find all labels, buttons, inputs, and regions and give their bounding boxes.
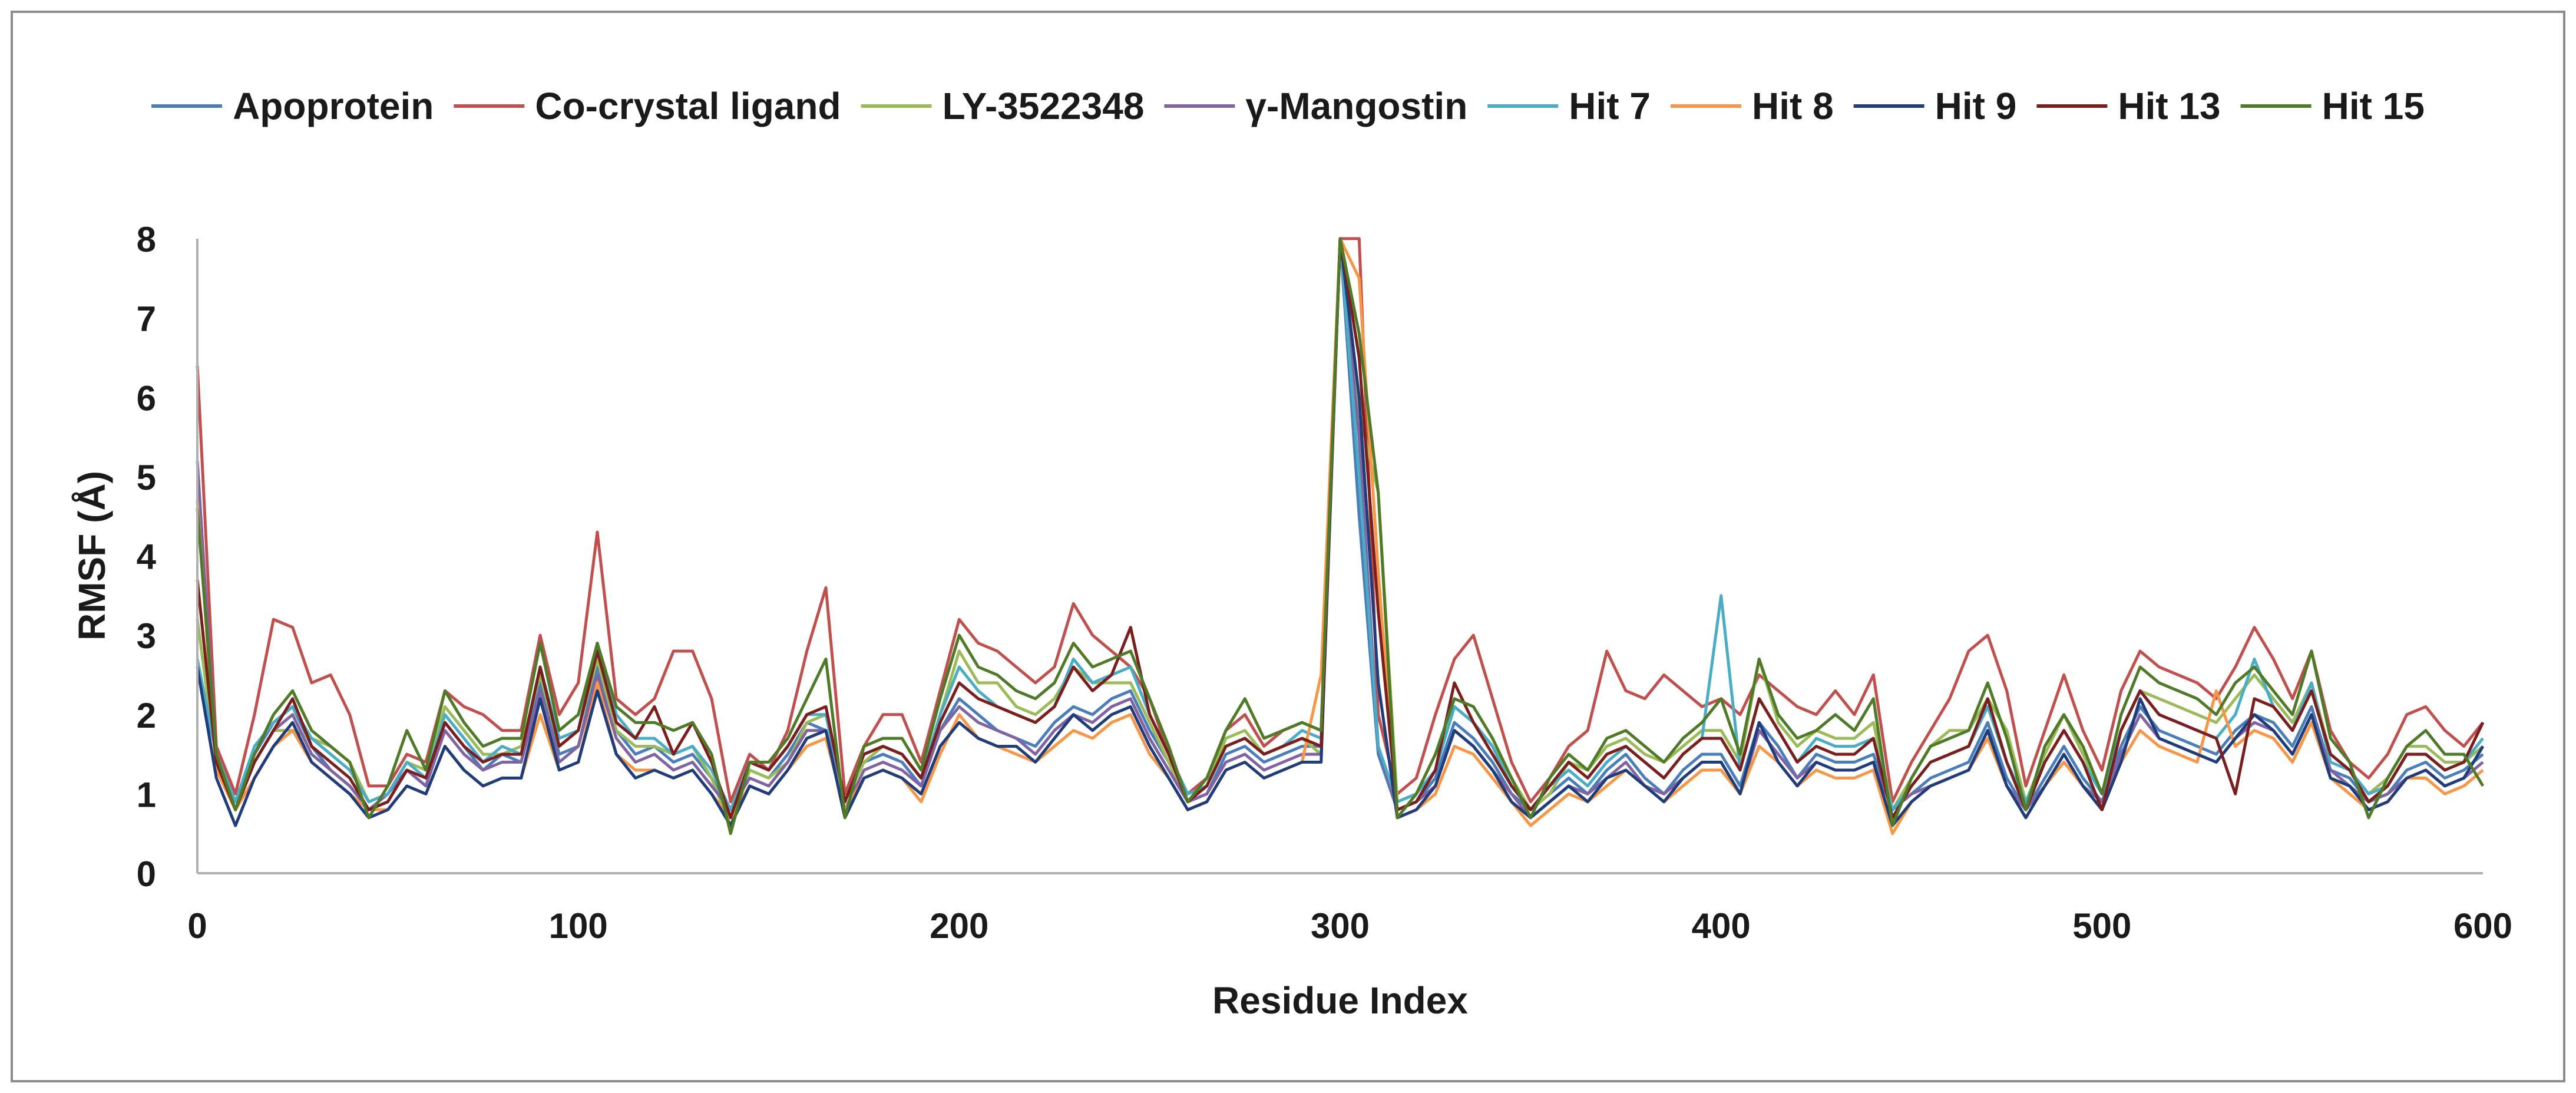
axes xyxy=(196,239,2483,874)
y-tick-label-7: 7 xyxy=(137,299,156,339)
legend-label-co-crystal-ligand: Co-crystal ligand xyxy=(535,85,841,127)
y-tick-label-1: 1 xyxy=(137,775,156,814)
x-tick-label-400: 400 xyxy=(1692,906,1751,946)
legend: Apoprotein Co-crystal ligand LY-3522348 γ-M… xyxy=(151,85,2425,127)
legend-item-hit-7: Hit 7 xyxy=(1487,85,1651,127)
y-tick-label-0: 0 xyxy=(137,854,156,894)
legend-item-co-crystal-ligand: Co-crystal ligand xyxy=(454,85,841,127)
y-tick-label-6: 6 xyxy=(137,378,156,418)
x-tick-label-600: 600 xyxy=(2453,906,2512,946)
legend-item-ly-3522348: LY-3522348 xyxy=(861,85,1145,127)
y-tick-label-8: 8 xyxy=(137,220,156,259)
series-line-hit-15 xyxy=(196,237,2485,836)
y-tick-labels: 0 1 2 3 4 5 6 7 8 xyxy=(137,220,157,894)
x-axis-label: Residue Index xyxy=(1212,979,1468,1022)
legend-item-hit-13: Hit 13 xyxy=(2036,85,2221,127)
x-tick-label-0: 0 xyxy=(187,906,207,946)
x-tick-label-100: 100 xyxy=(549,906,608,946)
legend-label-ly-3522348: LY-3522348 xyxy=(943,85,1145,127)
legend-label-hit-7: Hit 7 xyxy=(1569,85,1651,127)
y-tick-label-3: 3 xyxy=(137,616,156,656)
legend-item-hit-9: Hit 9 xyxy=(1853,85,2017,127)
legend-label-mangostin: γ-Mangostin xyxy=(1245,85,1467,127)
chart-border xyxy=(11,11,2565,1082)
y-tick-label-5: 5 xyxy=(137,458,156,497)
legend-label-hit-13: Hit 13 xyxy=(2118,85,2220,127)
legend-label-apoprotein: Apoprotein xyxy=(233,85,434,127)
legend-label-hit-8: Hit 8 xyxy=(1752,85,1834,127)
plot-lines xyxy=(196,237,2485,836)
x-tick-label-500: 500 xyxy=(2072,906,2131,946)
legend-label-hit-9: Hit 9 xyxy=(1935,85,2017,127)
legend-item-hit-15: Hit 15 xyxy=(2240,85,2425,127)
x-tick-label-200: 200 xyxy=(930,906,988,946)
y-axis-label: RMSF (Å) xyxy=(71,471,113,640)
legend-item-apoprotein: Apoprotein xyxy=(151,85,434,127)
x-tick-label-300: 300 xyxy=(1311,906,1370,946)
legend-label-hit-15: Hit 15 xyxy=(2322,85,2425,127)
legend-item-hit-8: Hit 8 xyxy=(1670,85,1834,127)
x-tick-labels: 0 100 200 300 400 500 600 xyxy=(187,906,2512,946)
y-tick-label-2: 2 xyxy=(137,696,156,735)
y-tick-label-4: 4 xyxy=(137,537,157,577)
legend-item-mangostin: γ-Mangostin xyxy=(1164,85,1467,127)
